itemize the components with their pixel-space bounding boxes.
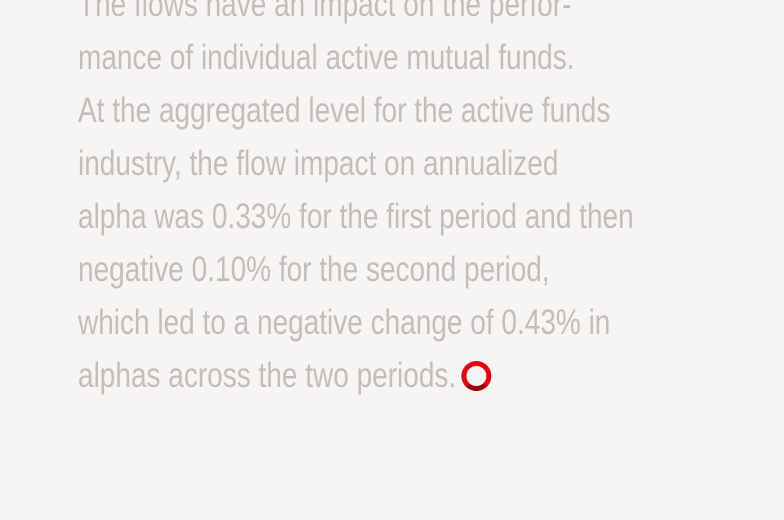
paragraph-line: At the aggregated level for the active f… <box>78 91 611 130</box>
paragraph-last-line: alphas across the two periods. <box>78 349 634 402</box>
end-mark-icon <box>461 360 492 391</box>
paragraph-line: industry, the flow impact on annualized <box>78 144 559 183</box>
paragraph-line: The flows have an impact on the perfor- <box>78 0 572 24</box>
article-paragraph: The flows have an impact on the perfor- … <box>78 0 773 402</box>
paragraph-line: alpha was 0.33% for the first period and… <box>78 197 634 236</box>
paragraph-line: which led to a negative change of 0.43% … <box>78 303 611 342</box>
paragraph-line: negative 0.10% for the second period, <box>78 250 550 289</box>
paragraph-line-text: alphas across the two periods. <box>78 356 457 395</box>
paragraph-line: mance of individual active mutual funds. <box>78 38 575 77</box>
